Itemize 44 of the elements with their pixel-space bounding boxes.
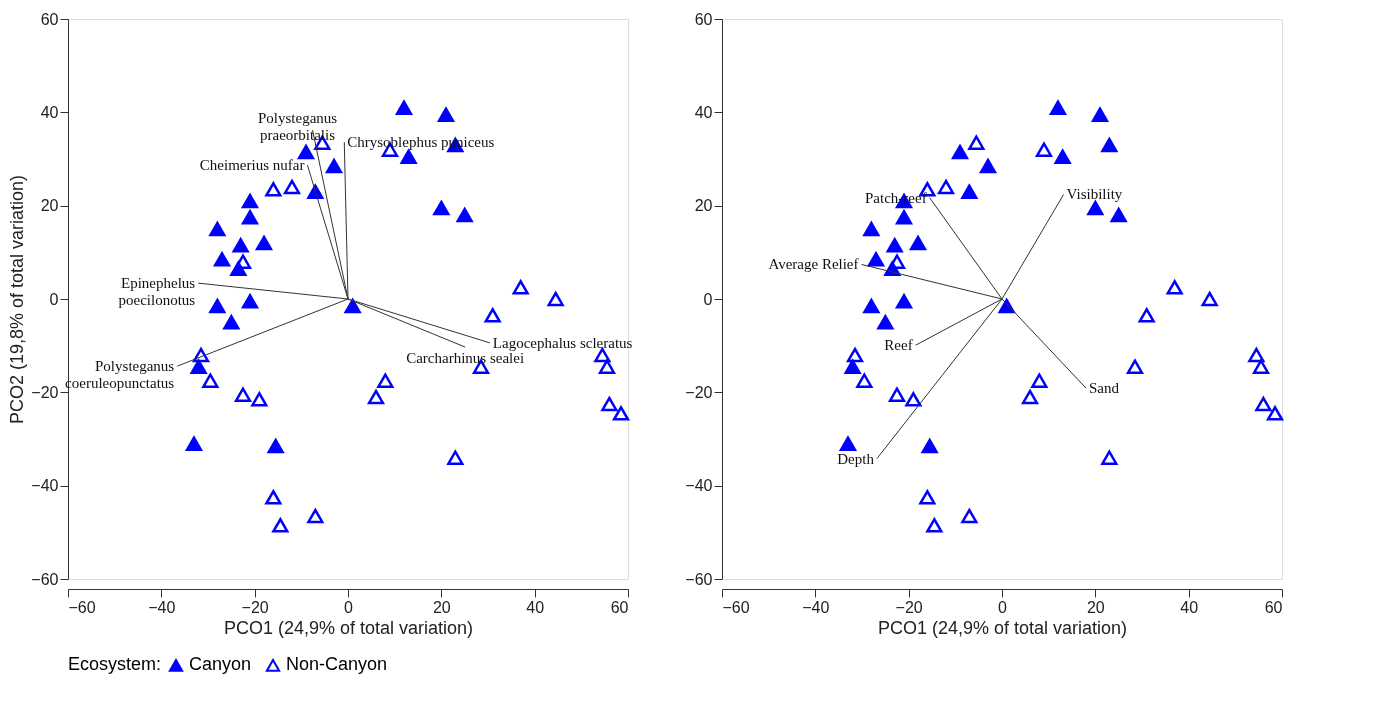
x-tick-label: 0 xyxy=(344,598,354,616)
series-label: Sand xyxy=(1089,380,1120,397)
series-label: Lagocephalus scleratus xyxy=(492,334,633,351)
x-axis-title: PCO1 (24,9% of total variation) xyxy=(223,617,474,638)
x-axis-title: PCO1 (24,9% of total variation) xyxy=(877,617,1128,638)
series-label: Carcharhinus sealei xyxy=(406,350,525,367)
y-tick-label: 0 xyxy=(703,290,713,308)
x-tick-label: −20 xyxy=(895,598,923,616)
series-label: Epinephelus poecilonotus xyxy=(118,275,196,309)
y-axis-title: PCO2 (19,8% of total variation) xyxy=(7,174,28,425)
x-tick-label: 60 xyxy=(610,598,629,616)
y-tick-label: −40 xyxy=(685,477,713,495)
y-tick-label: 20 xyxy=(694,197,713,215)
legend-title: Ecosystem: xyxy=(68,654,162,674)
series-label: Cheimerius nufar xyxy=(199,157,305,174)
series-label: Depth xyxy=(837,450,875,467)
x-tick-label: 40 xyxy=(526,598,545,616)
y-tick-label: 0 xyxy=(49,290,59,308)
legend-label: Non-Canyon xyxy=(286,654,388,675)
y-tick-label: −20 xyxy=(685,383,713,401)
series-label: Polysteganus praeorbitalis xyxy=(257,110,338,144)
x-tick-label: 40 xyxy=(1180,598,1199,616)
y-tick-label: −60 xyxy=(685,570,713,588)
y-tick-label: −20 xyxy=(31,383,59,401)
x-tick-label: −20 xyxy=(241,598,269,616)
series-label: Reef xyxy=(884,337,913,354)
y-tick-label: −60 xyxy=(31,570,59,588)
y-tick-label: 40 xyxy=(694,103,713,121)
x-tick-label: 20 xyxy=(432,598,451,616)
legend-label: Canyon xyxy=(189,654,252,675)
x-tick-label: 0 xyxy=(998,598,1008,616)
y-tick-label: 60 xyxy=(694,10,713,28)
x-tick-label: −60 xyxy=(68,598,96,616)
y-tick-label: 40 xyxy=(40,103,59,121)
y-tick-label: −40 xyxy=(31,477,59,495)
x-tick-label: 60 xyxy=(1264,598,1283,616)
y-tick-label: 60 xyxy=(40,10,59,28)
x-tick-label: −40 xyxy=(802,598,830,616)
x-tick-label: −60 xyxy=(722,598,750,616)
y-tick-label: 20 xyxy=(40,197,59,215)
series-label: Average Relief xyxy=(768,256,859,273)
x-tick-label: 20 xyxy=(1086,598,1105,616)
x-tick-label: −40 xyxy=(148,598,176,616)
series-label: Visibility xyxy=(1066,186,1123,203)
